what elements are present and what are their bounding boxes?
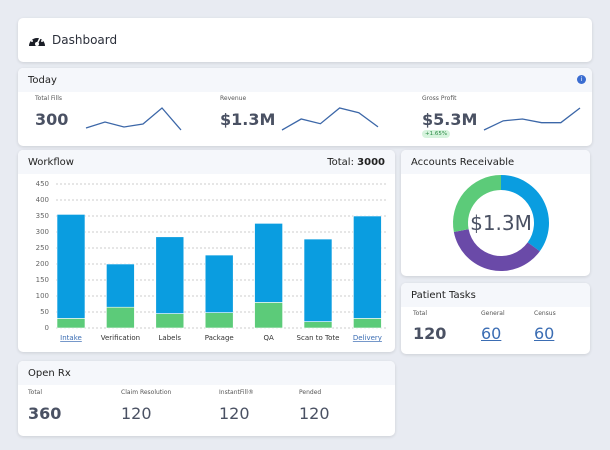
page-title: Dashboard [52,33,118,47]
donut-slice-2 [453,175,501,232]
bar-package-green [204,312,234,329]
workflow-total: Total: 3000 [327,157,385,168]
openrx-title: Open Rx [18,361,395,385]
workflow-title: Workflow Total: 3000 [18,150,395,174]
y-tick-label: 100 [36,292,49,300]
bar-intake-blue [56,214,86,319]
tasks-census-link[interactable]: 60 [534,324,555,343]
pended-value: 120 [299,404,330,423]
y-tick-label: 450 [36,180,49,188]
tasks-total-value: 120 [413,324,447,343]
workflow-card: Workflow Total: 3000 0 50 100 150 200 250 300 3… [18,150,395,352]
total-fills-value: 300 [35,110,69,129]
x-tick-label: Labels [159,334,182,342]
ar-value: $1.3M [470,211,532,235]
tasks-general-label: General [481,310,505,317]
y-tick-label: 0 [45,324,49,332]
bar-scan-to-tote-blue [303,238,333,322]
bar-labels-green [155,313,185,329]
bar-qa-green [254,302,283,329]
instantfill-label: InstantFill® [219,389,254,396]
header-card: Dashboard [18,18,592,62]
donut-slice-1 [453,229,540,271]
x-tick-label: Scan to Tote [297,334,340,342]
tasks-census-label: Census [534,310,556,317]
y-tick-label: 250 [36,244,49,252]
ar-card: Accounts Receivable $1.3M [401,150,590,276]
y-tick-label: 50 [40,308,49,316]
claim-label: Claim Resolution [121,389,172,396]
x-tick-label: Package [205,334,234,342]
bar-delivery-blue [353,215,382,319]
x-tick-label[interactable]: Delivery [353,334,382,342]
workflow-chart: 0 50 100 150 200 250 300 350 400 450 Intake Verific… [36,180,388,342]
y-tick-label: 300 [36,228,49,236]
total-fills-label: Total Fills [35,95,63,102]
bar-verification-green [106,306,135,329]
bar-scan-to-tote-green [303,321,333,329]
speedometer-icon [29,36,45,46]
bar-verification-blue [106,263,135,308]
x-tick-label: Verification [101,334,140,342]
gross-profit-badge: +1.65% [422,130,451,138]
tasks-total-label: Total [413,310,428,317]
revenue-value: $1.3M [220,110,276,129]
claim-value: 120 [121,404,152,423]
sparkline-2 [483,107,581,131]
y-tick-label: 150 [36,276,49,284]
y-tick-label: 200 [36,260,49,268]
gross-profit-value: $5.3M [422,110,478,129]
workflow-title-text: Workflow [28,157,74,168]
bar-qa-blue [254,223,283,303]
y-tick-label: 350 [36,212,49,220]
openrx-total-label: Total [28,389,43,396]
today-card: Today i Total Fills 300 Revenue $1.3M Gr… [18,68,592,146]
info-icon[interactable]: i [577,75,586,84]
sparkline-1 [281,107,379,131]
bar-intake-green [56,318,86,329]
tasks-general-link[interactable]: 60 [481,324,502,343]
bar-delivery-green [353,318,382,329]
revenue-label: Revenue [220,95,247,102]
bar-package-blue [204,254,234,313]
total-label: Total: [327,157,354,168]
openrx-total-value: 360 [28,404,62,423]
sparklines [85,107,581,131]
total-value: 3000 [357,157,385,168]
pended-label: Pended [299,389,322,396]
bar-labels-blue [155,236,185,314]
today-title: Today [18,68,592,92]
open-rx-card: Open Rx Total 360 Claim Resolution 120 I… [18,361,395,436]
instantfill-value: 120 [219,404,250,423]
tasks-title: Patient Tasks [401,283,590,307]
ar-title: Accounts Receivable [401,150,590,174]
y-tick-label: 400 [36,196,49,204]
x-tick-label: QA [263,334,274,342]
donut-slice-0 [501,175,549,252]
sparkline-0 [85,107,182,131]
gross-profit-label: Gross Profit [422,95,457,102]
patient-tasks-card: Patient Tasks Total 120 General 60 Censu… [401,283,590,354]
x-tick-label[interactable]: Intake [60,334,82,342]
ar-donut [453,175,549,271]
